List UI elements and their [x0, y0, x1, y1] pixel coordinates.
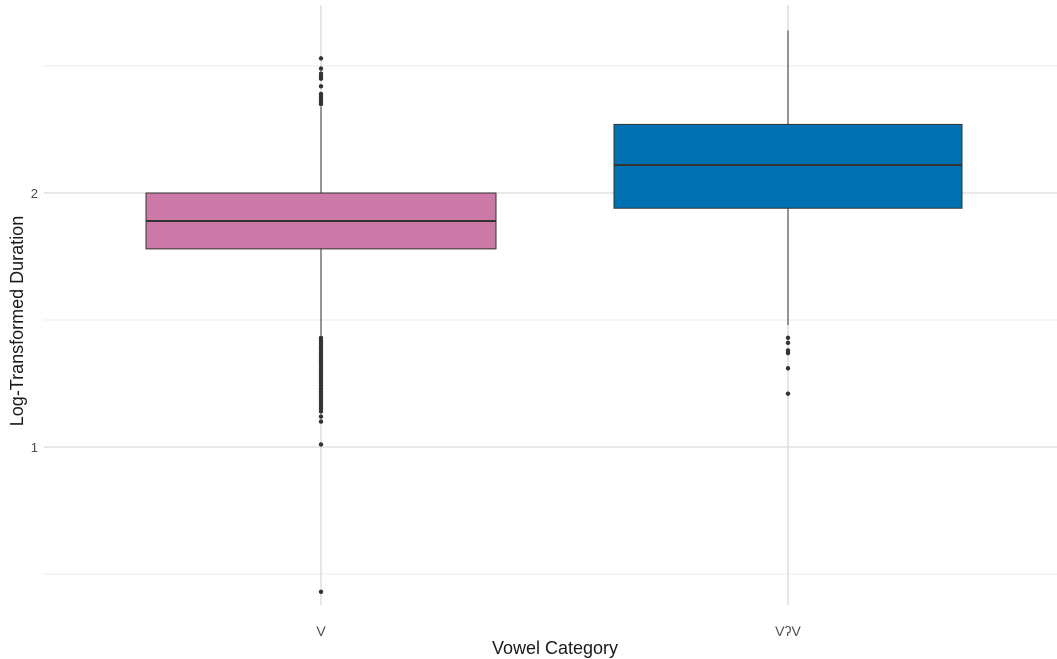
box-layer: [145, 30, 963, 594]
outlier-point: [318, 76, 324, 81]
outlier-point: [318, 101, 324, 107]
outlier-point: [785, 340, 791, 346]
outlier-point: [318, 409, 324, 414]
grid-layer: [44, 5, 1057, 605]
outlier-point: [318, 84, 324, 89]
label-layer: 1 2 V VʔV: [31, 186, 802, 639]
outlier-point: [785, 366, 791, 371]
y-tick-label: 1: [31, 440, 38, 455]
outlier-point: [785, 350, 791, 356]
box-1: [145, 56, 497, 594]
x-tick-label: V: [316, 623, 326, 639]
x-axis-title: Vowel Category: [492, 638, 618, 658]
y-tick-label: 2: [31, 186, 38, 201]
outlier-point: [318, 56, 324, 61]
box-body: [613, 123, 963, 209]
outlier-point: [785, 391, 791, 396]
x-tick-label: VʔV: [775, 623, 801, 639]
outlier-point: [318, 419, 324, 424]
outlier-point: [318, 589, 324, 594]
box-2: [613, 30, 963, 396]
y-axis-title: Log-Transformed Duration: [7, 216, 27, 426]
outlier-point: [318, 414, 324, 419]
outlier-point: [318, 442, 324, 447]
outlier-point: [785, 335, 791, 340]
outlier-point: [318, 66, 324, 71]
